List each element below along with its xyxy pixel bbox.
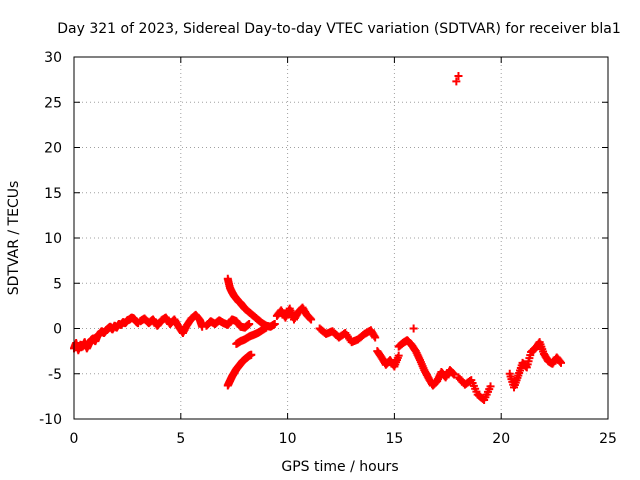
y-tick-label: 20: [44, 141, 62, 157]
y-tick-label: 25: [44, 95, 62, 111]
y-tick-label: 15: [44, 186, 62, 202]
y-tick-label: -5: [48, 367, 62, 383]
data-point: [454, 72, 463, 81]
data-point: [486, 382, 495, 391]
data-point: [452, 77, 461, 86]
data-point: [394, 351, 403, 360]
y-tick-label: 5: [53, 276, 62, 292]
axis-ticks: [73, 56, 609, 420]
data-point: [371, 333, 380, 342]
x-tick-label: 10: [279, 431, 297, 447]
data-point: [245, 319, 254, 328]
y-tick-label: -10: [39, 412, 62, 428]
data-point: [557, 358, 566, 367]
data-point: [307, 315, 316, 324]
x-axis-title: GPS time / hours: [281, 459, 398, 475]
x-tick-label: 0: [70, 431, 79, 447]
y-axis-title: SDTVAR / TECUs: [6, 181, 22, 296]
data-points: [70, 72, 566, 404]
chart-title: Day 321 of 2023, Sidereal Day-to-day VTE…: [57, 21, 620, 37]
data-point: [247, 350, 256, 359]
x-tick-label: 5: [176, 431, 185, 447]
data-point: [262, 323, 271, 332]
data-point: [409, 324, 418, 333]
axis-tick-labels: 0 5 10 15 20 25 -10 -5 0 5 10 15 20 25 30: [39, 50, 617, 447]
x-tick-label: 15: [385, 431, 403, 447]
y-tick-label: 30: [44, 50, 62, 66]
x-tick-label: 25: [599, 431, 617, 447]
data-point: [270, 319, 279, 328]
y-tick-label: 0: [53, 322, 62, 338]
y-tick-label: 10: [44, 231, 62, 247]
data-point: [450, 370, 459, 379]
x-tick-label: 20: [492, 431, 510, 447]
